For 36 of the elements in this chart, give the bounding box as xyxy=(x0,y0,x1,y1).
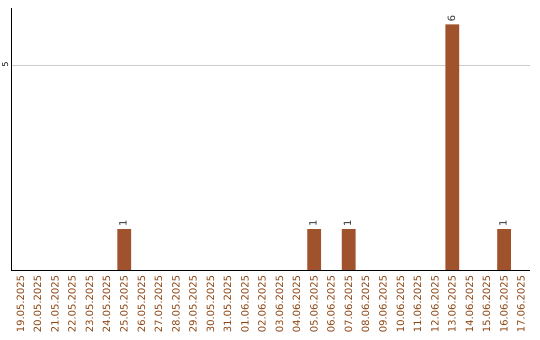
data-label: 1 xyxy=(118,220,130,226)
x-tick-label: 08.06.2025 xyxy=(361,275,372,332)
x-tick-label: 11.06.2025 xyxy=(413,275,424,332)
x-tick-label: 14.06.2025 xyxy=(464,275,476,332)
x-tick-label: 03.06.2025 xyxy=(274,275,286,332)
x-tick-label: 24.05.2025 xyxy=(102,275,114,332)
x-tick-label: 01.06.2025 xyxy=(240,275,252,332)
data-label: 1 xyxy=(343,220,354,226)
x-tick-label: 06.06.2025 xyxy=(326,275,338,332)
x-tick-label: 23.05.2025 xyxy=(84,275,96,332)
x-tick-label: 26.05.2025 xyxy=(136,275,148,332)
x-tick-label: 16.06.2025 xyxy=(499,275,510,332)
x-tick-label: 09.06.2025 xyxy=(378,275,390,332)
x-tick-label: 12.06.2025 xyxy=(430,275,442,332)
x-tick-label: 30.05.2025 xyxy=(206,275,217,332)
x-tick-label: 20.05.2025 xyxy=(33,275,44,332)
x-tick-label: 02.06.2025 xyxy=(258,275,269,332)
x-tick-label: 22.05.2025 xyxy=(68,275,79,332)
x-tick-label: 31.05.2025 xyxy=(223,275,234,332)
x-tick-label: 07.06.2025 xyxy=(344,275,355,332)
x-tick-label: 10.06.2025 xyxy=(396,275,407,332)
x-tick-label: 25.05.2025 xyxy=(119,275,130,332)
x-tick-label: 04.06.2025 xyxy=(292,275,304,332)
data-label: 1 xyxy=(308,220,320,226)
x-tick-label: 05.06.2025 xyxy=(309,275,320,332)
y-tick-label: 5 xyxy=(0,62,10,67)
x-tick-label: 19.05.2025 xyxy=(16,275,27,332)
data-label: 6 xyxy=(446,15,458,22)
x-tick-label: 17.06.2025 xyxy=(516,275,528,332)
x-tick-label: 29.05.2025 xyxy=(188,275,200,332)
x-tick-label: 15.06.2025 xyxy=(482,275,494,332)
data-label: 1 xyxy=(498,220,510,226)
x-tick-label: 27.05.2025 xyxy=(154,275,166,332)
x-tick-label: 28.05.2025 xyxy=(171,275,182,332)
x-tick-label: 21.05.2025 xyxy=(50,275,62,332)
x-tick-label: 13.06.2025 xyxy=(448,275,459,332)
